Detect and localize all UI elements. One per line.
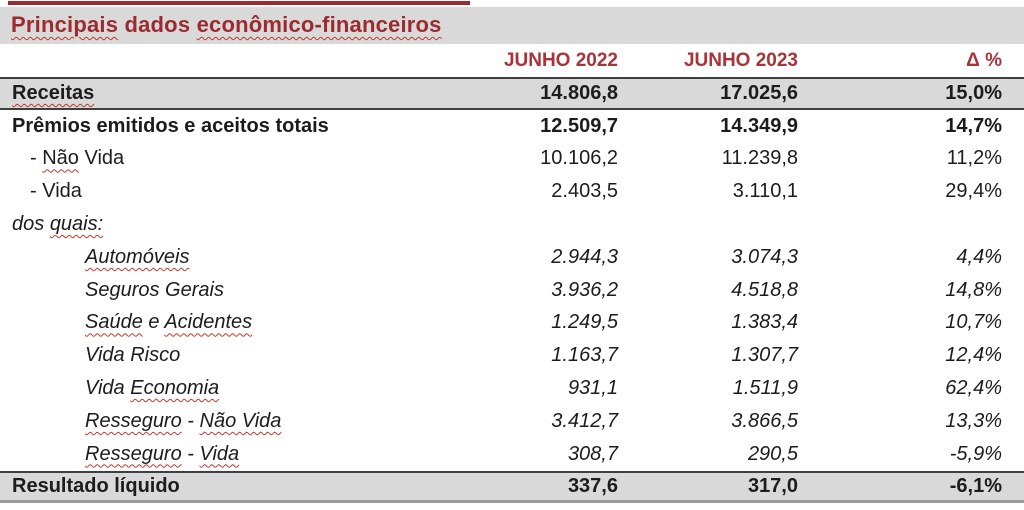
wavy-underlined-text: Vida	[199, 442, 240, 465]
wavy-underlined-text: quais:	[49, 213, 104, 236]
value-junho-2022: 2.403,5	[551, 180, 618, 203]
row-nao-vida: - Não Vida 10.106,2 11.239,8 11,2%	[0, 143, 1024, 176]
value-junho-2023: 290,5	[747, 442, 798, 465]
value-junho-2023: 3.110,1	[732, 180, 798, 203]
text-segment: Resultado líquido	[12, 474, 180, 497]
value-delta-percent: 15,0%	[945, 81, 1002, 104]
value-junho-2023: 4.518,8	[731, 278, 798, 301]
row-label: Resultado líquido	[0, 475, 440, 498]
column-header-junho-2022: JUNHO 2022	[503, 49, 618, 71]
row-resseguro-vida: Resseguro - Vida 308,7 290,5 -5,9%	[0, 438, 1024, 471]
wavy-underlined-text: Economia	[130, 377, 220, 400]
value-junho-2023: 1.511,9	[732, 377, 798, 400]
value-delta-percent: 11,2%	[946, 147, 1002, 170]
value-junho-2023: 317,0	[747, 474, 798, 497]
row-vida: - Vida 2.403,5 3.110,1 29,4%	[0, 175, 1024, 208]
wavy-underlined-text: Resseguro	[85, 409, 182, 432]
row-label: Vida Economia	[0, 377, 440, 400]
value-junho-2022: 3.412,7	[551, 409, 618, 432]
text-segment: dos	[12, 213, 50, 236]
row-label: Automóveis	[0, 246, 440, 269]
text-segment: Vida	[85, 377, 131, 400]
value-junho-2023: 3.074,3	[731, 245, 798, 268]
value-junho-2022: 1.163,7	[551, 344, 618, 367]
wavy-underlined-text: Automóveis	[85, 245, 190, 268]
text-segment: e	[142, 311, 165, 334]
value-junho-2023: 11.239,8	[721, 147, 798, 170]
page-title: Principais dados econômico-financeiros	[11, 12, 442, 37]
value-junho-2023: 1.307,7	[731, 344, 798, 367]
row-receitas: Receitas 14.806,8 17.025,6 15,0%	[0, 77, 1024, 110]
text-segment: Seguros Gerais	[85, 278, 224, 301]
text-segment: -	[181, 442, 200, 465]
value-junho-2022: 1.249,5	[551, 311, 618, 334]
row-label: Resseguro - Vida	[0, 443, 440, 466]
value-junho-2022: 931,1	[567, 377, 618, 400]
value-junho-2022: 10.106,2	[540, 147, 618, 170]
row-label: dos quais:	[0, 213, 440, 236]
text-segment: Prêmios emitidos e aceitos totais	[12, 114, 329, 137]
row-resultado-liquido: Resultado líquido 337,6 317,0 -6,1%	[0, 470, 1024, 504]
column-header-delta-percent: Δ %	[966, 49, 1002, 71]
row-vida-risco: Vida Risco 1.163,7 1.307,7 12,4%	[0, 339, 1024, 372]
value-delta-percent: -5,9%	[949, 442, 1002, 465]
wavy-underlined-text: Não	[42, 147, 79, 170]
row-label: - Vida	[0, 180, 440, 203]
wavy-underlined-text: Principais	[11, 12, 119, 37]
row-label: Prêmios emitidos e aceitos totais	[0, 115, 440, 138]
value-delta-percent: 10,7%	[945, 311, 1002, 334]
row-automoveis: Automóveis 2.944,3 3.074,3 4,4%	[0, 241, 1024, 274]
wavy-underlined-text: Acidentes	[164, 311, 253, 334]
value-junho-2023: 14.349,9	[720, 114, 798, 137]
value-junho-2022: 308,7	[567, 442, 618, 465]
value-delta-percent: 29,4%	[945, 180, 1002, 203]
row-label: Resseguro - Não Vida	[0, 410, 440, 433]
row-label: - Não Vida	[0, 147, 440, 170]
value-junho-2022: 337,6	[567, 474, 618, 497]
column-header-junho-2023: JUNHO 2023	[683, 49, 798, 71]
value-delta-percent: 14,8%	[945, 278, 1002, 301]
text-segment: dados	[118, 12, 197, 37]
wavy-underlined-text: Saúde	[85, 311, 143, 334]
row-label: Saúde e Acidentes	[0, 311, 440, 334]
wavy-underlined-text: econômico-financeiros	[196, 12, 442, 37]
title-band: Principais dados econômico-financeiros	[0, 7, 1024, 44]
text-segment: Vida Risco	[85, 344, 181, 367]
value-delta-percent: 62,4%	[945, 377, 1002, 400]
row-label: Receitas	[0, 82, 440, 105]
table-header-row: JUNHO 2022 JUNHO 2023 Δ %	[0, 44, 1024, 77]
wavy-underlined-text: Resseguro	[85, 442, 182, 465]
wavy-underlined-text: Não Vida	[199, 409, 282, 432]
row-dos-quais: dos quais:	[0, 208, 1024, 241]
value-delta-percent: 4,4%	[956, 245, 1002, 268]
top-red-rule	[8, 1, 470, 5]
row-vida-economia: Vida Economia 931,1 1.511,9 62,4%	[0, 372, 1024, 405]
value-junho-2023: 1.383,4	[731, 311, 798, 334]
wavy-underlined-text: Receitas	[12, 81, 95, 104]
value-delta-percent: -6,1%	[949, 474, 1002, 497]
row-saude-e-acidentes: Saúde e Acidentes 1.249,5 1.383,4 10,7%	[0, 307, 1024, 340]
value-junho-2023: 17.025,6	[720, 81, 798, 104]
text-segment: -	[181, 409, 200, 432]
row-premios-emitidos-aceitos-totais: Prêmios emitidos e aceitos totais 12.509…	[0, 110, 1024, 143]
text-segment: - Vida	[30, 180, 82, 203]
text-segment: -	[30, 147, 43, 170]
value-junho-2022: 2.944,3	[551, 245, 618, 268]
text-segment: Vida	[78, 147, 125, 170]
row-seguros-gerais: Seguros Gerais 3.936,2 4.518,8 14,8%	[0, 274, 1024, 307]
value-delta-percent: 12,4%	[945, 344, 1002, 367]
value-delta-percent: 14,7%	[945, 114, 1002, 137]
value-junho-2022: 14.806,8	[540, 81, 618, 104]
value-junho-2022: 3.936,2	[551, 278, 618, 301]
row-label: Vida Risco	[0, 344, 440, 367]
table-body: Receitas 14.806,8 17.025,6 15,0% Prêmios…	[0, 77, 1024, 504]
value-junho-2023: 3.866,5	[731, 409, 798, 432]
row-label: Seguros Gerais	[0, 279, 440, 302]
value-delta-percent: 13,3%	[945, 409, 1002, 432]
value-junho-2022: 12.509,7	[540, 114, 618, 137]
row-resseguro-nao-vida: Resseguro - Não Vida 3.412,7 3.866,5 13,…	[0, 405, 1024, 438]
